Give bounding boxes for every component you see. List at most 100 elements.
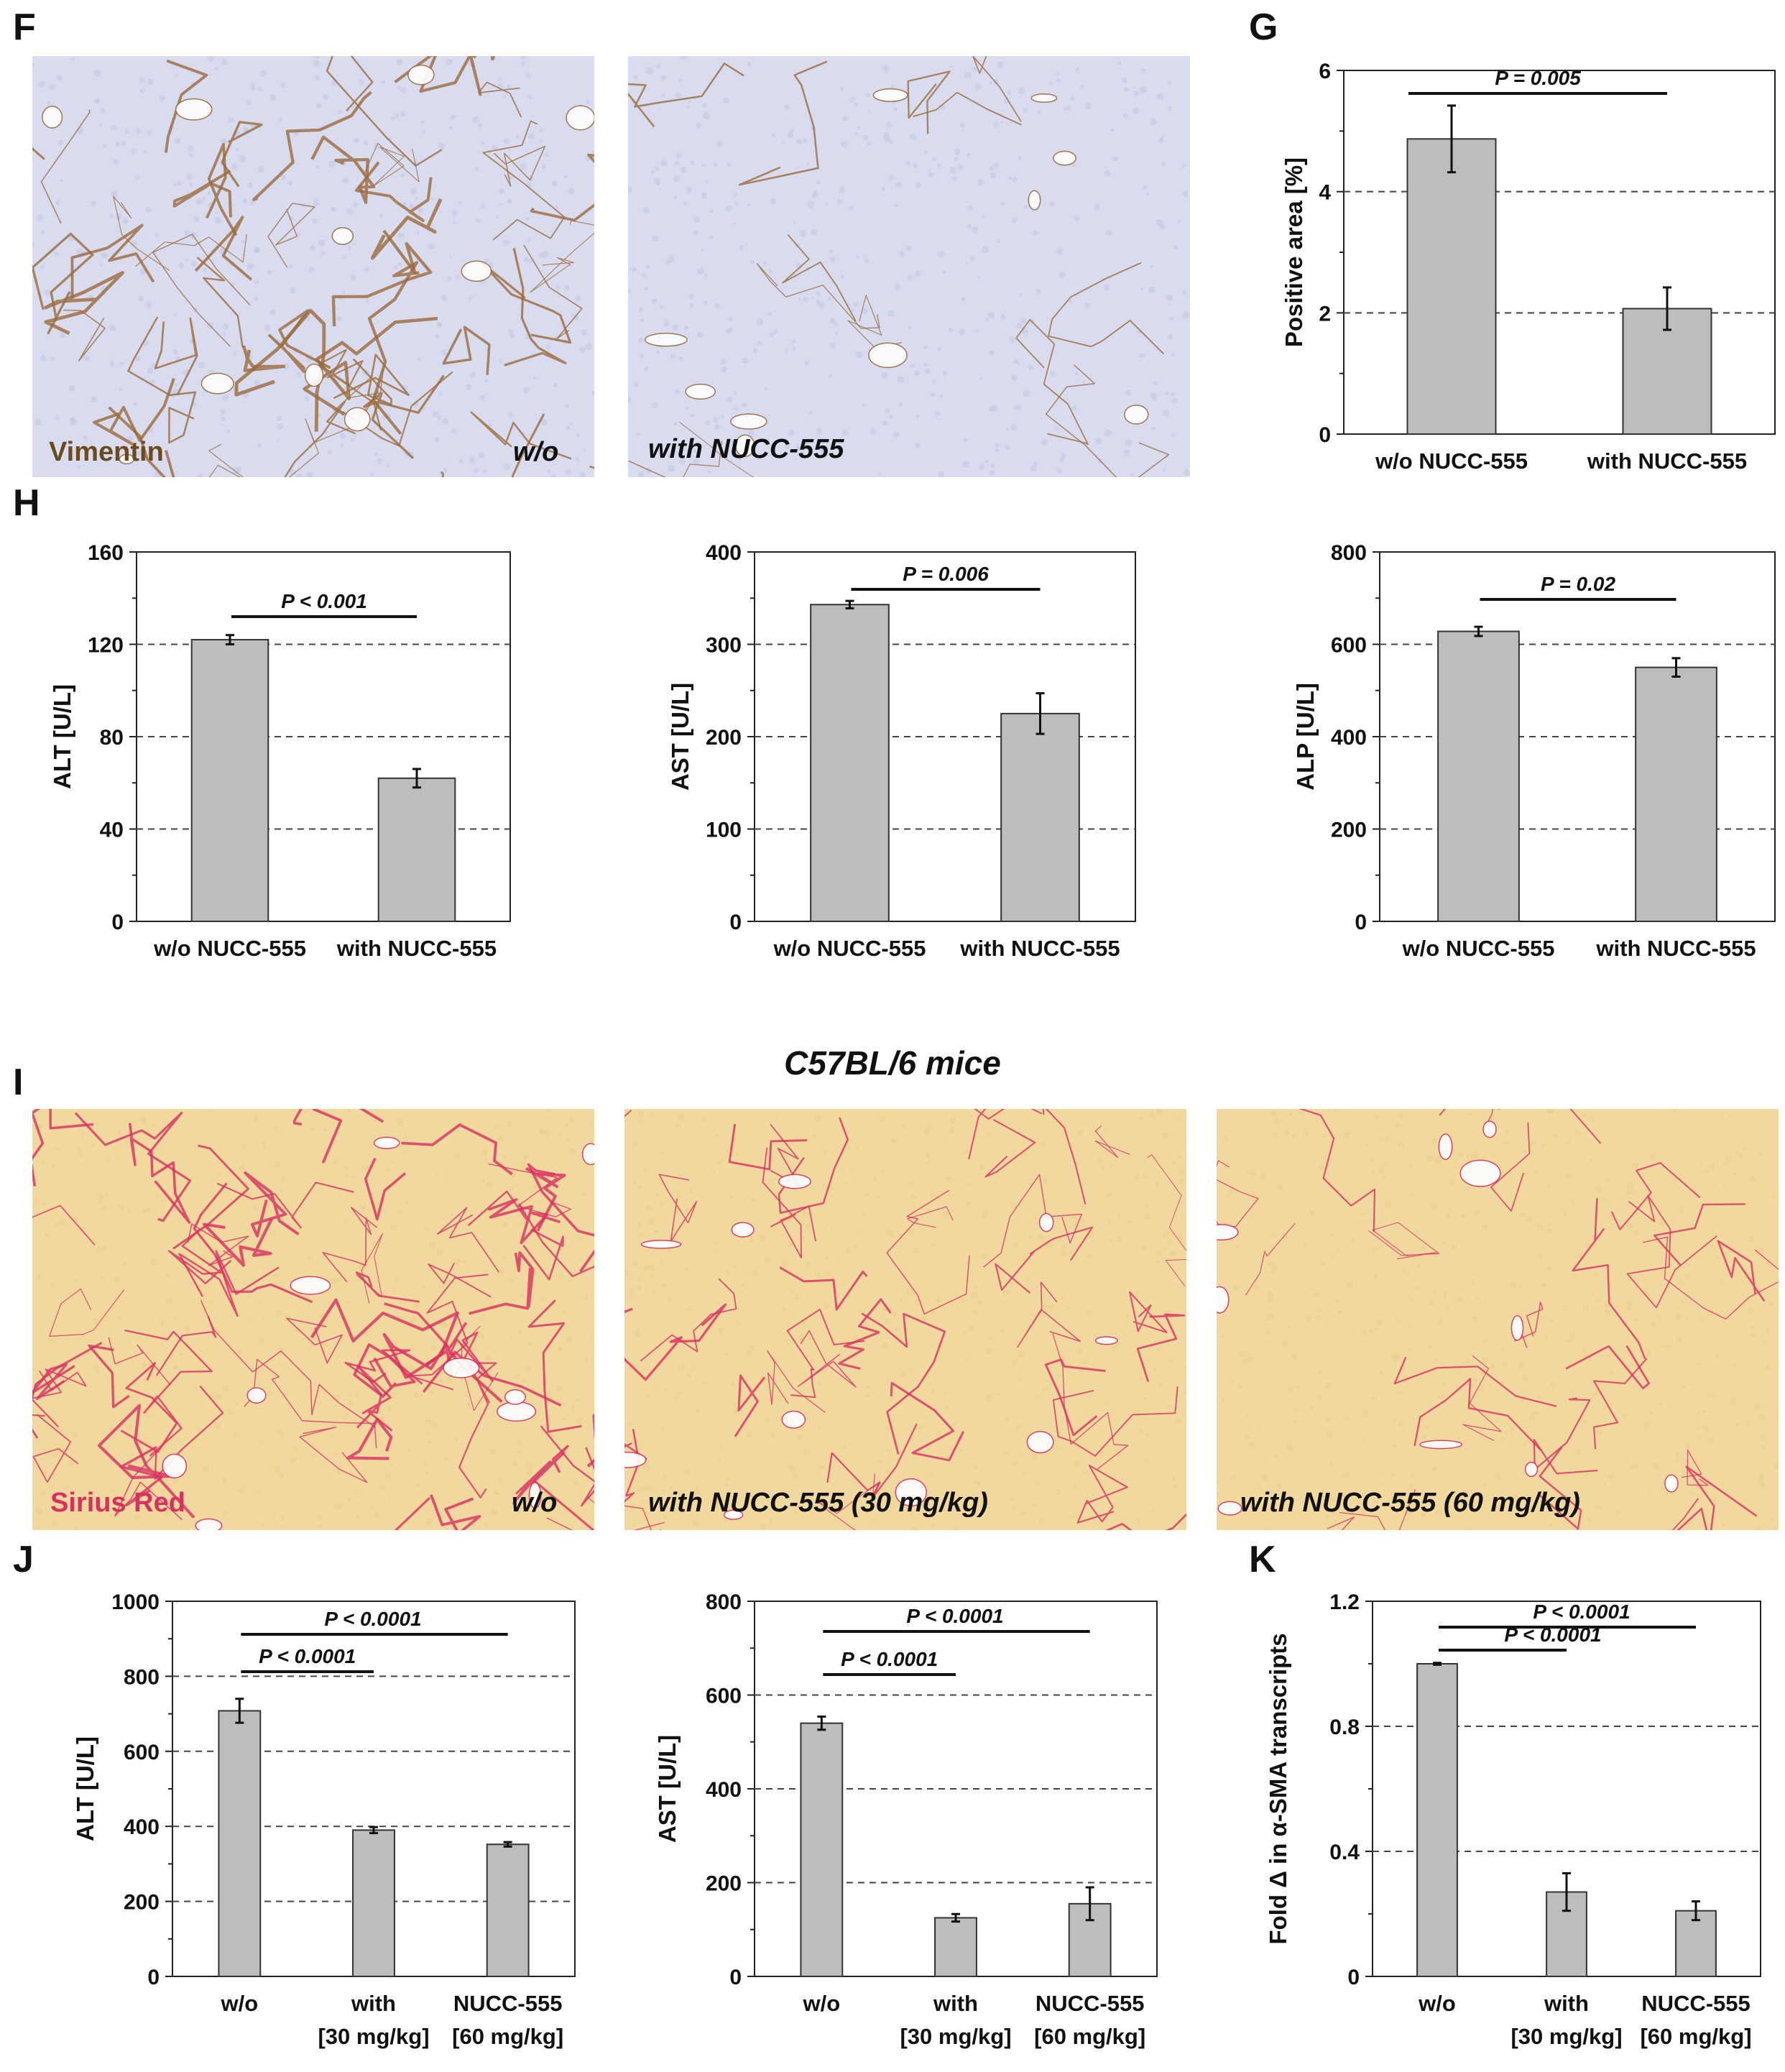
x-tick-label: NUCC-555 bbox=[1641, 1991, 1751, 2016]
chart-h-ast: 0 100 200 300 400 AST [U/L] w/o NUCC-555 with N… bbox=[647, 525, 1164, 970]
micro-label-with-f: with NUCC-555 bbox=[648, 434, 844, 464]
x-tick-label: with NUCC-555 bbox=[959, 936, 1120, 961]
y-tick-label: 400 bbox=[1331, 726, 1367, 750]
y-tick-label: 0.8 bbox=[1329, 1716, 1360, 1739]
x-tick-label: w/o NUCC-555 bbox=[1402, 936, 1555, 961]
x-tick-label: w/o NUCC-555 bbox=[773, 936, 926, 961]
p-value-label: P < 0.0001 bbox=[1533, 1601, 1630, 1623]
y-tick-label: 100 bbox=[706, 819, 742, 842]
y-tick-label: 600 bbox=[124, 1741, 160, 1764]
panel-letter-j: J bbox=[13, 1539, 34, 1580]
y-tick-label: 120 bbox=[88, 634, 124, 658]
fiber-network bbox=[628, 56, 1170, 477]
bar bbox=[1437, 630, 1520, 922]
micrograph-background bbox=[628, 56, 1190, 477]
x-tick-label: w/o bbox=[1418, 1991, 1456, 2016]
y-tick-label: 80 bbox=[100, 726, 124, 750]
p-value-label: P < 0.0001 bbox=[841, 1648, 938, 1670]
panel-letter-f: F bbox=[13, 6, 36, 48]
bar bbox=[800, 1722, 844, 1977]
x-tick-label-line2: [30 mg/kg] bbox=[318, 2024, 429, 2049]
y-tick-label: 2 bbox=[1319, 302, 1331, 326]
micrograph-sirius-30 bbox=[624, 1109, 1186, 1530]
y-tick-label: 800 bbox=[124, 1665, 160, 1689]
y-tick-label: 40 bbox=[100, 819, 124, 842]
y-tick-label: 1000 bbox=[111, 1590, 160, 1614]
y-tick-label: 600 bbox=[706, 1685, 742, 1708]
bar bbox=[1000, 712, 1080, 922]
stain-label-sirius-red: Sirius Red bbox=[50, 1488, 185, 1518]
y-tick-label: 4 bbox=[1319, 181, 1331, 205]
y-tick-label: 0 bbox=[1355, 911, 1367, 934]
y-tick-label: 1.2 bbox=[1329, 1590, 1360, 1614]
y-tick-label: 0 bbox=[147, 1966, 160, 1989]
bar bbox=[1406, 138, 1497, 435]
chart-h-alt: 0 40 80 120 160 ALT [U/L] w/o NUCC-555 with NUC… bbox=[29, 525, 546, 970]
y-tick-label: 200 bbox=[706, 1872, 742, 1896]
x-tick-label: with bbox=[1544, 1991, 1589, 2016]
micrograph-background bbox=[32, 56, 594, 477]
micrograph-vimentin-with bbox=[628, 56, 1190, 477]
tissue-texture bbox=[628, 56, 1190, 477]
x-tick-label: with NUCC-555 bbox=[1595, 936, 1756, 961]
x-tick-label: NUCC-555 bbox=[453, 1991, 563, 2016]
y-tick-label: 0 bbox=[729, 911, 742, 934]
y-tick-label: 400 bbox=[706, 541, 742, 565]
y-axis-label: AST [U/L] bbox=[667, 683, 693, 791]
y-axis-label: ALP [U/L] bbox=[1292, 683, 1319, 791]
panel-letter-k: K bbox=[1249, 1539, 1276, 1580]
x-tick-label: w/o NUCC-555 bbox=[1375, 448, 1528, 474]
y-axis-label: AST [U/L] bbox=[654, 1735, 681, 1843]
micrograph-vimentin-wo bbox=[32, 56, 594, 477]
x-tick-label: w/o NUCC-555 bbox=[153, 936, 306, 961]
bar bbox=[352, 1829, 395, 1978]
panel-letter-g: G bbox=[1249, 6, 1278, 48]
bar bbox=[486, 1843, 530, 1978]
y-tick-label: 200 bbox=[124, 1891, 160, 1915]
p-value-label: P < 0.0001 bbox=[259, 1645, 356, 1667]
y-tick-label: 800 bbox=[706, 1590, 742, 1614]
y-tick-label: 300 bbox=[706, 634, 742, 658]
micro-label-60-i: with NUCC-555 (60 mg/kg) bbox=[1240, 1488, 1580, 1518]
y-tick-label: 0 bbox=[1319, 423, 1331, 447]
p-value-label: P = 0.02 bbox=[1541, 573, 1615, 595]
p-value-label: P = 0.006 bbox=[903, 563, 989, 585]
y-tick-label: 200 bbox=[706, 726, 742, 750]
bar bbox=[810, 604, 890, 923]
x-tick-label: NUCC-555 bbox=[1036, 1991, 1145, 2016]
bar bbox=[1635, 666, 1717, 922]
bar bbox=[218, 1710, 262, 1977]
bar bbox=[934, 1917, 977, 1977]
chart-j-alt: 0 200 400 600 800 1000 ALT [U/L] w/o with [30 mg/… bbox=[29, 1567, 589, 2070]
x-tick-label-line2: [60 mg/kg] bbox=[1034, 2024, 1145, 2049]
chart-h-alp: 0 200 400 600 800 ALP [U/L] w/o NUCC-555 with N… bbox=[1272, 525, 1785, 970]
section-title-c57bl6: C57BL/6 mice bbox=[784, 1044, 1001, 1082]
panel-letter-i: I bbox=[13, 1062, 24, 1103]
y-tick-label: 0.4 bbox=[1329, 1841, 1360, 1864]
chart-j-ast: 0 200 400 600 800 AST [U/L] w/o with [30 mg/kg] N… bbox=[618, 1567, 1179, 2070]
x-tick-label: with NUCC-555 bbox=[336, 936, 497, 961]
x-tick-label: with bbox=[933, 1991, 978, 2016]
fiber-network bbox=[624, 1109, 1186, 1530]
p-value-label: P < 0.0001 bbox=[906, 1605, 1003, 1627]
micrograph-sirius-wo bbox=[32, 1109, 594, 1530]
chart-g: 0 2 4 6 Positive area [%] w/o NUCC-555 with NU… bbox=[1265, 43, 1782, 489]
y-tick-label: 160 bbox=[88, 541, 124, 565]
y-tick-label: 800 bbox=[1331, 541, 1367, 565]
y-axis-label: ALT [U/L] bbox=[72, 1736, 98, 1841]
y-axis-label: Fold Δ in α-SMA transcripts bbox=[1265, 1633, 1291, 1944]
micro-label-wo-f: w/o bbox=[513, 437, 559, 467]
p-value-label: P < 0.001 bbox=[281, 590, 367, 612]
x-tick-label-line2: [60 mg/kg] bbox=[1640, 2024, 1751, 2049]
y-tick-label: 600 bbox=[1331, 634, 1367, 658]
bar bbox=[1416, 1663, 1458, 1977]
chart-k: 0 0.4 0.8 1.2 Fold Δ in α-SMA transcripts w/o… bbox=[1250, 1567, 1782, 2070]
y-tick-label: 400 bbox=[706, 1778, 742, 1802]
fiber-network bbox=[1217, 1109, 1779, 1530]
y-axis-label: Positive area [%] bbox=[1281, 157, 1307, 347]
micrograph-sirius-60 bbox=[1217, 1109, 1779, 1530]
x-tick-label: with NUCC-555 bbox=[1587, 448, 1747, 474]
x-tick-label-line2: [30 mg/kg] bbox=[900, 2024, 1011, 2049]
p-value-label: P < 0.0001 bbox=[324, 1608, 421, 1630]
tissue-texture bbox=[32, 56, 594, 477]
